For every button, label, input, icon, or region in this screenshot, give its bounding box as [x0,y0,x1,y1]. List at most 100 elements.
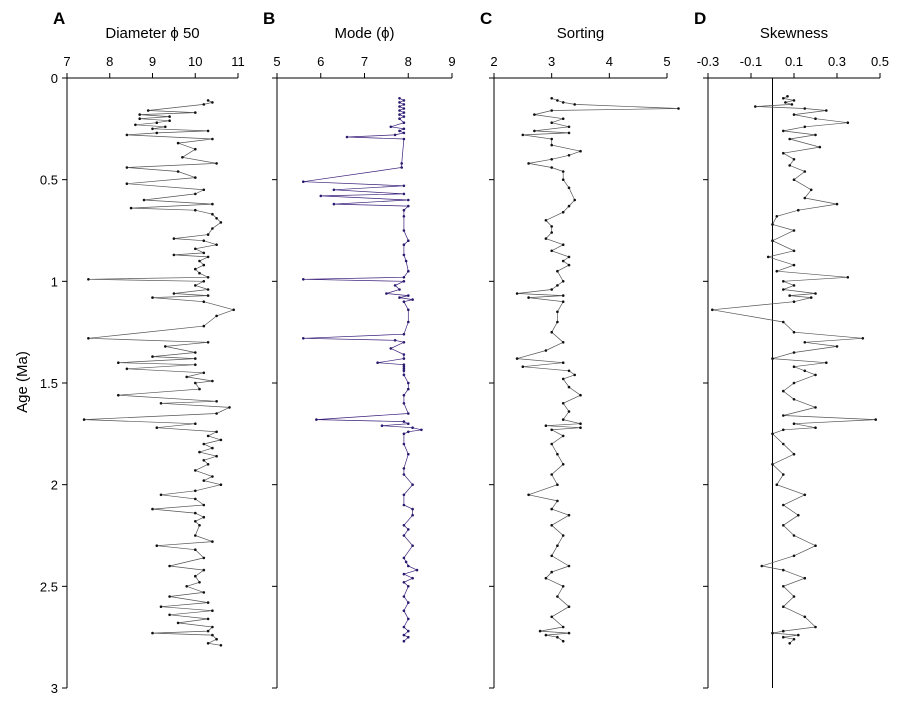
data-point [398,288,401,291]
data-point [573,373,576,377]
data-point [206,617,210,621]
panel-title: Sorting [557,25,605,42]
data-point [176,621,180,625]
data-point [556,483,559,487]
panel-c: C Sorting 2 3 4 5 [480,9,680,689]
data-point [402,276,406,279]
data-point [206,99,210,102]
data-point [194,284,197,287]
data-point [87,337,90,340]
data-point [556,99,559,102]
data-point [398,101,401,104]
panel-letter: B [263,9,275,28]
data-point [211,137,214,141]
data-point [194,192,197,196]
data-point [771,239,774,242]
data-point [194,351,197,354]
data-point [766,255,770,259]
data-point [202,239,206,242]
data-point [550,225,553,228]
data-point [567,125,571,129]
data-point [194,363,197,367]
data-point [206,341,210,344]
data-point [550,554,553,558]
data-point [797,633,800,637]
data-point [825,361,828,365]
data-point [874,418,877,421]
panel-title: Mode (ϕ) [334,25,394,42]
x-tick-label: 3 [548,54,555,69]
data-point [398,109,401,112]
data-point [407,320,410,324]
data-point [215,162,218,165]
data-point [194,176,197,179]
data-point [198,450,201,454]
data-point [402,367,406,371]
data-point [550,137,553,141]
data-point [550,109,553,112]
data-point [398,296,401,299]
data-point [775,269,779,273]
data-point [515,292,519,295]
data-point [792,178,796,181]
data-point [407,412,410,415]
data-point [782,629,785,633]
data-point [792,300,796,304]
data-point [792,99,796,102]
data-point [402,373,406,377]
data-point [561,170,565,173]
data-point [782,389,785,393]
data-point [151,355,154,358]
data-point [561,300,565,304]
data-point [198,581,201,584]
data-point [398,129,401,133]
data-point [400,162,404,165]
x-tick-label: 4 [606,54,613,69]
y-tick-label: 1.5 [40,376,58,391]
data-point [215,412,218,415]
data-point [803,493,807,497]
data-point [561,377,565,381]
data-point [206,434,210,438]
data-point [345,135,349,139]
data-point [194,534,197,537]
data-point [202,371,206,375]
data-point [792,158,796,161]
data-point [415,568,419,572]
data-point [215,243,218,246]
data-point [420,428,423,432]
data-point [814,373,817,377]
data-point [198,259,201,263]
data-point [134,123,137,127]
data-point [814,292,817,295]
data-point [194,489,197,493]
x-tick-label: 11 [231,54,245,69]
data-point [544,633,548,637]
data-point [407,198,410,202]
data-point [407,294,410,297]
data-point [402,127,406,131]
data-point [533,113,536,116]
data-point [803,170,807,173]
data-point [151,507,154,511]
data-point [202,251,206,255]
data-point [402,524,406,527]
data-point [194,147,197,151]
data-point [159,493,163,497]
data-point [206,233,210,236]
data-point [172,253,176,257]
data-point [411,513,414,517]
data-point [754,105,757,108]
data-point [567,605,571,608]
data-point [771,631,774,635]
data-point [168,119,171,122]
data-point [782,473,785,476]
data-point [527,162,530,165]
panel-title: Skewness [760,25,828,42]
x-tick-label: 6 [317,54,324,69]
data-point [561,402,565,405]
data-point [550,442,553,446]
data-point [782,503,785,507]
data-point [550,428,553,432]
